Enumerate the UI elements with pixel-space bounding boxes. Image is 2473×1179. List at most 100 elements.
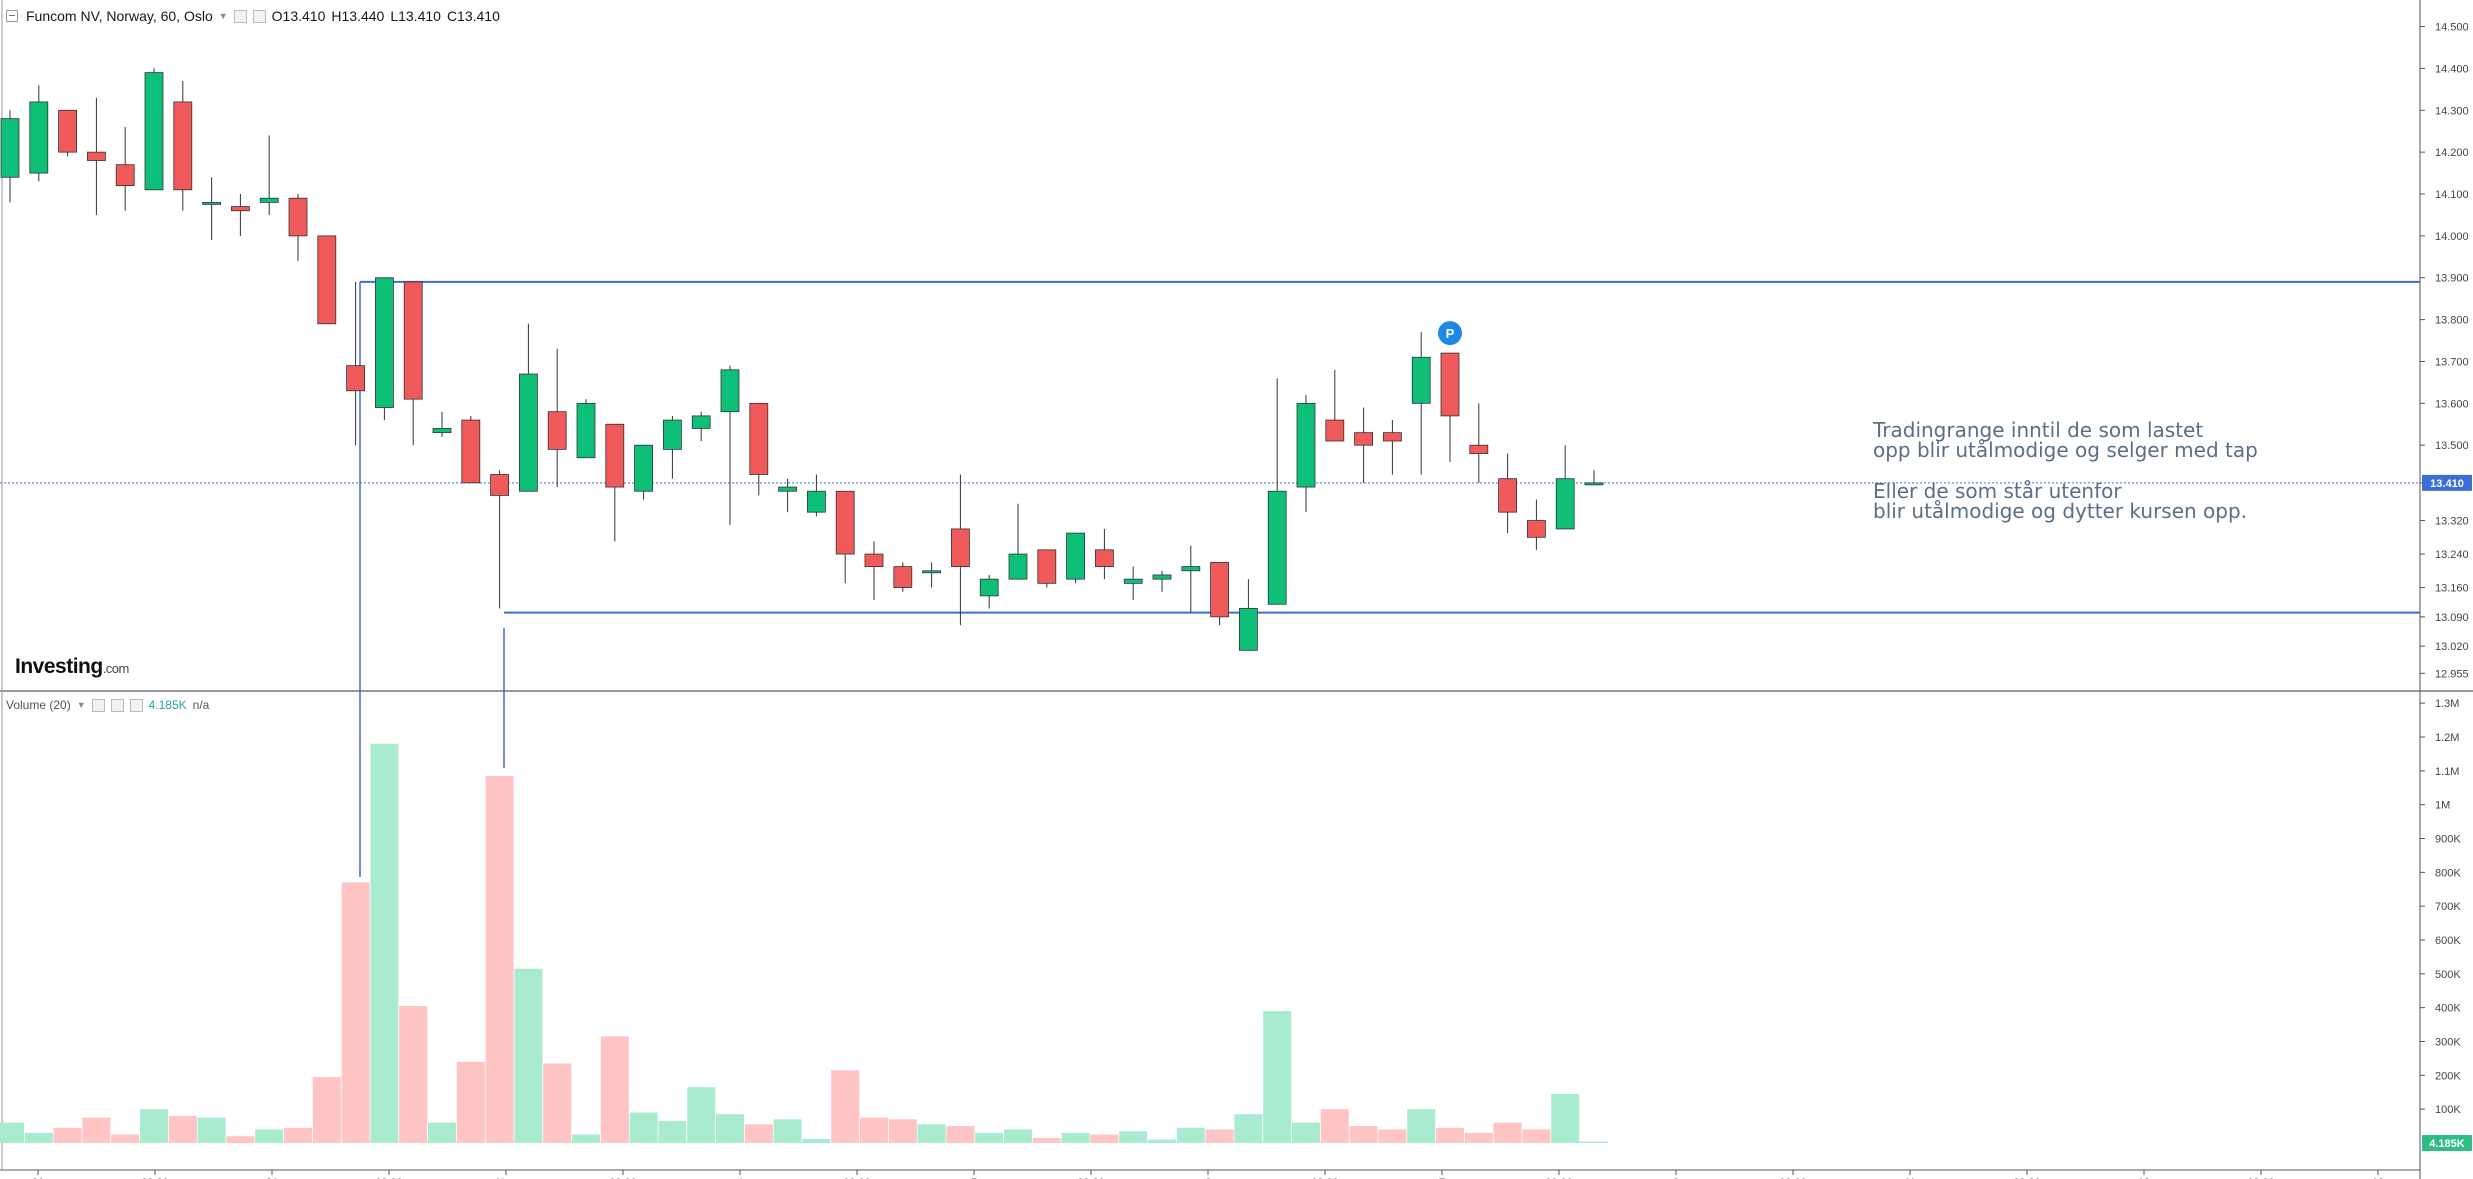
candle-body	[490, 474, 510, 496]
candle-body	[346, 365, 366, 392]
volume-bar	[687, 1087, 716, 1143]
volume-bar	[802, 1138, 831, 1143]
volume-bar	[1522, 1129, 1551, 1143]
volume-bar	[140, 1109, 168, 1143]
chevron-down-icon[interactable]: ▼	[218, 11, 228, 21]
volume-bar	[1119, 1131, 1148, 1143]
candle-body	[1152, 574, 1172, 580]
candle-body	[835, 490, 855, 555]
candle-body	[1239, 608, 1258, 651]
candle-body	[1296, 402, 1316, 488]
volume-axis-label: 100K	[2435, 1104, 2461, 1116]
volume-bar	[1176, 1127, 1205, 1143]
volume-axis-label: 700K	[2435, 901, 2461, 913]
candle-body	[922, 570, 941, 574]
volume-value: 4.185K	[148, 698, 187, 712]
volume-bar	[514, 968, 543, 1143]
time-axis-label: 13	[2372, 1177, 2384, 1179]
volume-bar	[831, 1070, 860, 1143]
candle-body	[1123, 578, 1143, 584]
chevron-down-icon[interactable]: ▼	[76, 700, 86, 710]
volume-bar	[1292, 1122, 1320, 1143]
annotation-line: Tradingrange inntil de som lastet	[1873, 418, 2204, 442]
volume-bar	[888, 1119, 917, 1143]
collapse-icon[interactable]	[6, 10, 18, 22]
candle-body	[1469, 444, 1489, 454]
candle-body	[720, 369, 740, 413]
volume-title[interactable]: Volume (20)	[6, 698, 71, 712]
time-axis-label: 12	[2138, 1177, 2150, 1179]
close-icon[interactable]	[129, 698, 143, 712]
volume-bar	[716, 1114, 744, 1143]
volume-axis-label: 600K	[2435, 935, 2461, 947]
volume-axis-label: 200K	[2435, 1070, 2461, 1082]
volume-axis-label: 1M	[2435, 800, 2450, 812]
price-axis-label: 13.600	[2435, 398, 2469, 410]
candle-body	[778, 486, 797, 492]
eye-icon[interactable]	[252, 9, 266, 23]
signal-marker-label: P	[1446, 326, 1455, 341]
price-axis-label: 14.300	[2435, 105, 2469, 117]
price-axis-label: 14.200	[2435, 147, 2469, 159]
settings-icon[interactable]	[233, 9, 247, 23]
volume-axis-label: 300K	[2435, 1036, 2461, 1048]
symbol-title[interactable]: Funcom NV, Norway, 60, Oslo	[26, 8, 213, 24]
time-axis-label: 09:00	[843, 1177, 871, 1179]
price-axis-label: 12.955	[2435, 668, 2469, 680]
candle-body	[576, 402, 596, 459]
price-axis-label: 14.400	[2435, 63, 2469, 75]
price-axis-label: 13.020	[2435, 641, 2469, 653]
volume-bar	[629, 1112, 658, 1143]
time-axis-label: 7	[1439, 1177, 1445, 1179]
price-axis-label: 13.160	[2435, 583, 2469, 595]
volume-bar	[312, 1077, 341, 1143]
candle-body	[144, 72, 164, 191]
candle-body	[519, 373, 538, 492]
volume-bar	[1234, 1114, 1263, 1143]
volume-bar	[773, 1119, 802, 1143]
last-price-label: 13.410	[2430, 478, 2464, 490]
candle-body	[317, 235, 337, 325]
candle-body	[605, 423, 625, 488]
price-axis-label: 13.800	[2435, 315, 2469, 327]
candle-body	[29, 101, 49, 174]
signal-marker-icon	[1438, 321, 1462, 346]
settings-icon[interactable]	[110, 698, 124, 712]
volume-bar	[975, 1132, 1004, 1143]
candle-body	[547, 411, 567, 450]
ohlc-open: O13.410	[271, 8, 326, 24]
volume-bar	[917, 1124, 946, 1143]
volume-bar	[1580, 1141, 1608, 1143]
volume-bar	[744, 1124, 773, 1143]
volume-axis-label: 400K	[2435, 1003, 2461, 1015]
volume-bar	[1407, 1109, 1436, 1143]
candle-body	[58, 109, 77, 153]
volume-bar	[1320, 1109, 1349, 1143]
volume-bar	[946, 1126, 975, 1143]
candle-body	[374, 277, 394, 408]
volume-bar	[1493, 1122, 1522, 1143]
ohlc-low: L13.410	[390, 8, 441, 24]
volume-bar	[1378, 1129, 1407, 1143]
logo-text: Investing	[15, 655, 103, 678]
volume-axis-label: 500K	[2435, 969, 2461, 981]
volume-bar	[658, 1121, 687, 1143]
volume-bar	[226, 1136, 255, 1143]
volume-legend: Volume (20) ▼ 4.185K n/a	[6, 698, 209, 712]
volume-na: n/a	[192, 698, 210, 712]
time-axis-label: 30	[32, 1177, 44, 1179]
volume-bar	[456, 1061, 485, 1143]
candle-body	[1411, 356, 1431, 404]
candle-body	[1037, 549, 1057, 584]
eye-icon[interactable]	[91, 698, 105, 712]
ohlc-high: H13.440	[331, 8, 385, 24]
candle-body	[1498, 478, 1517, 513]
last-price-badge	[2422, 474, 2472, 491]
volume-bar	[1263, 1011, 1292, 1143]
candle-body	[202, 201, 222, 205]
time-axis-label: 11	[1904, 1177, 1915, 1179]
candle-body	[288, 197, 308, 237]
volume-bar	[111, 1134, 140, 1143]
volume-bar	[24, 1132, 53, 1143]
candle-body	[1354, 432, 1373, 446]
